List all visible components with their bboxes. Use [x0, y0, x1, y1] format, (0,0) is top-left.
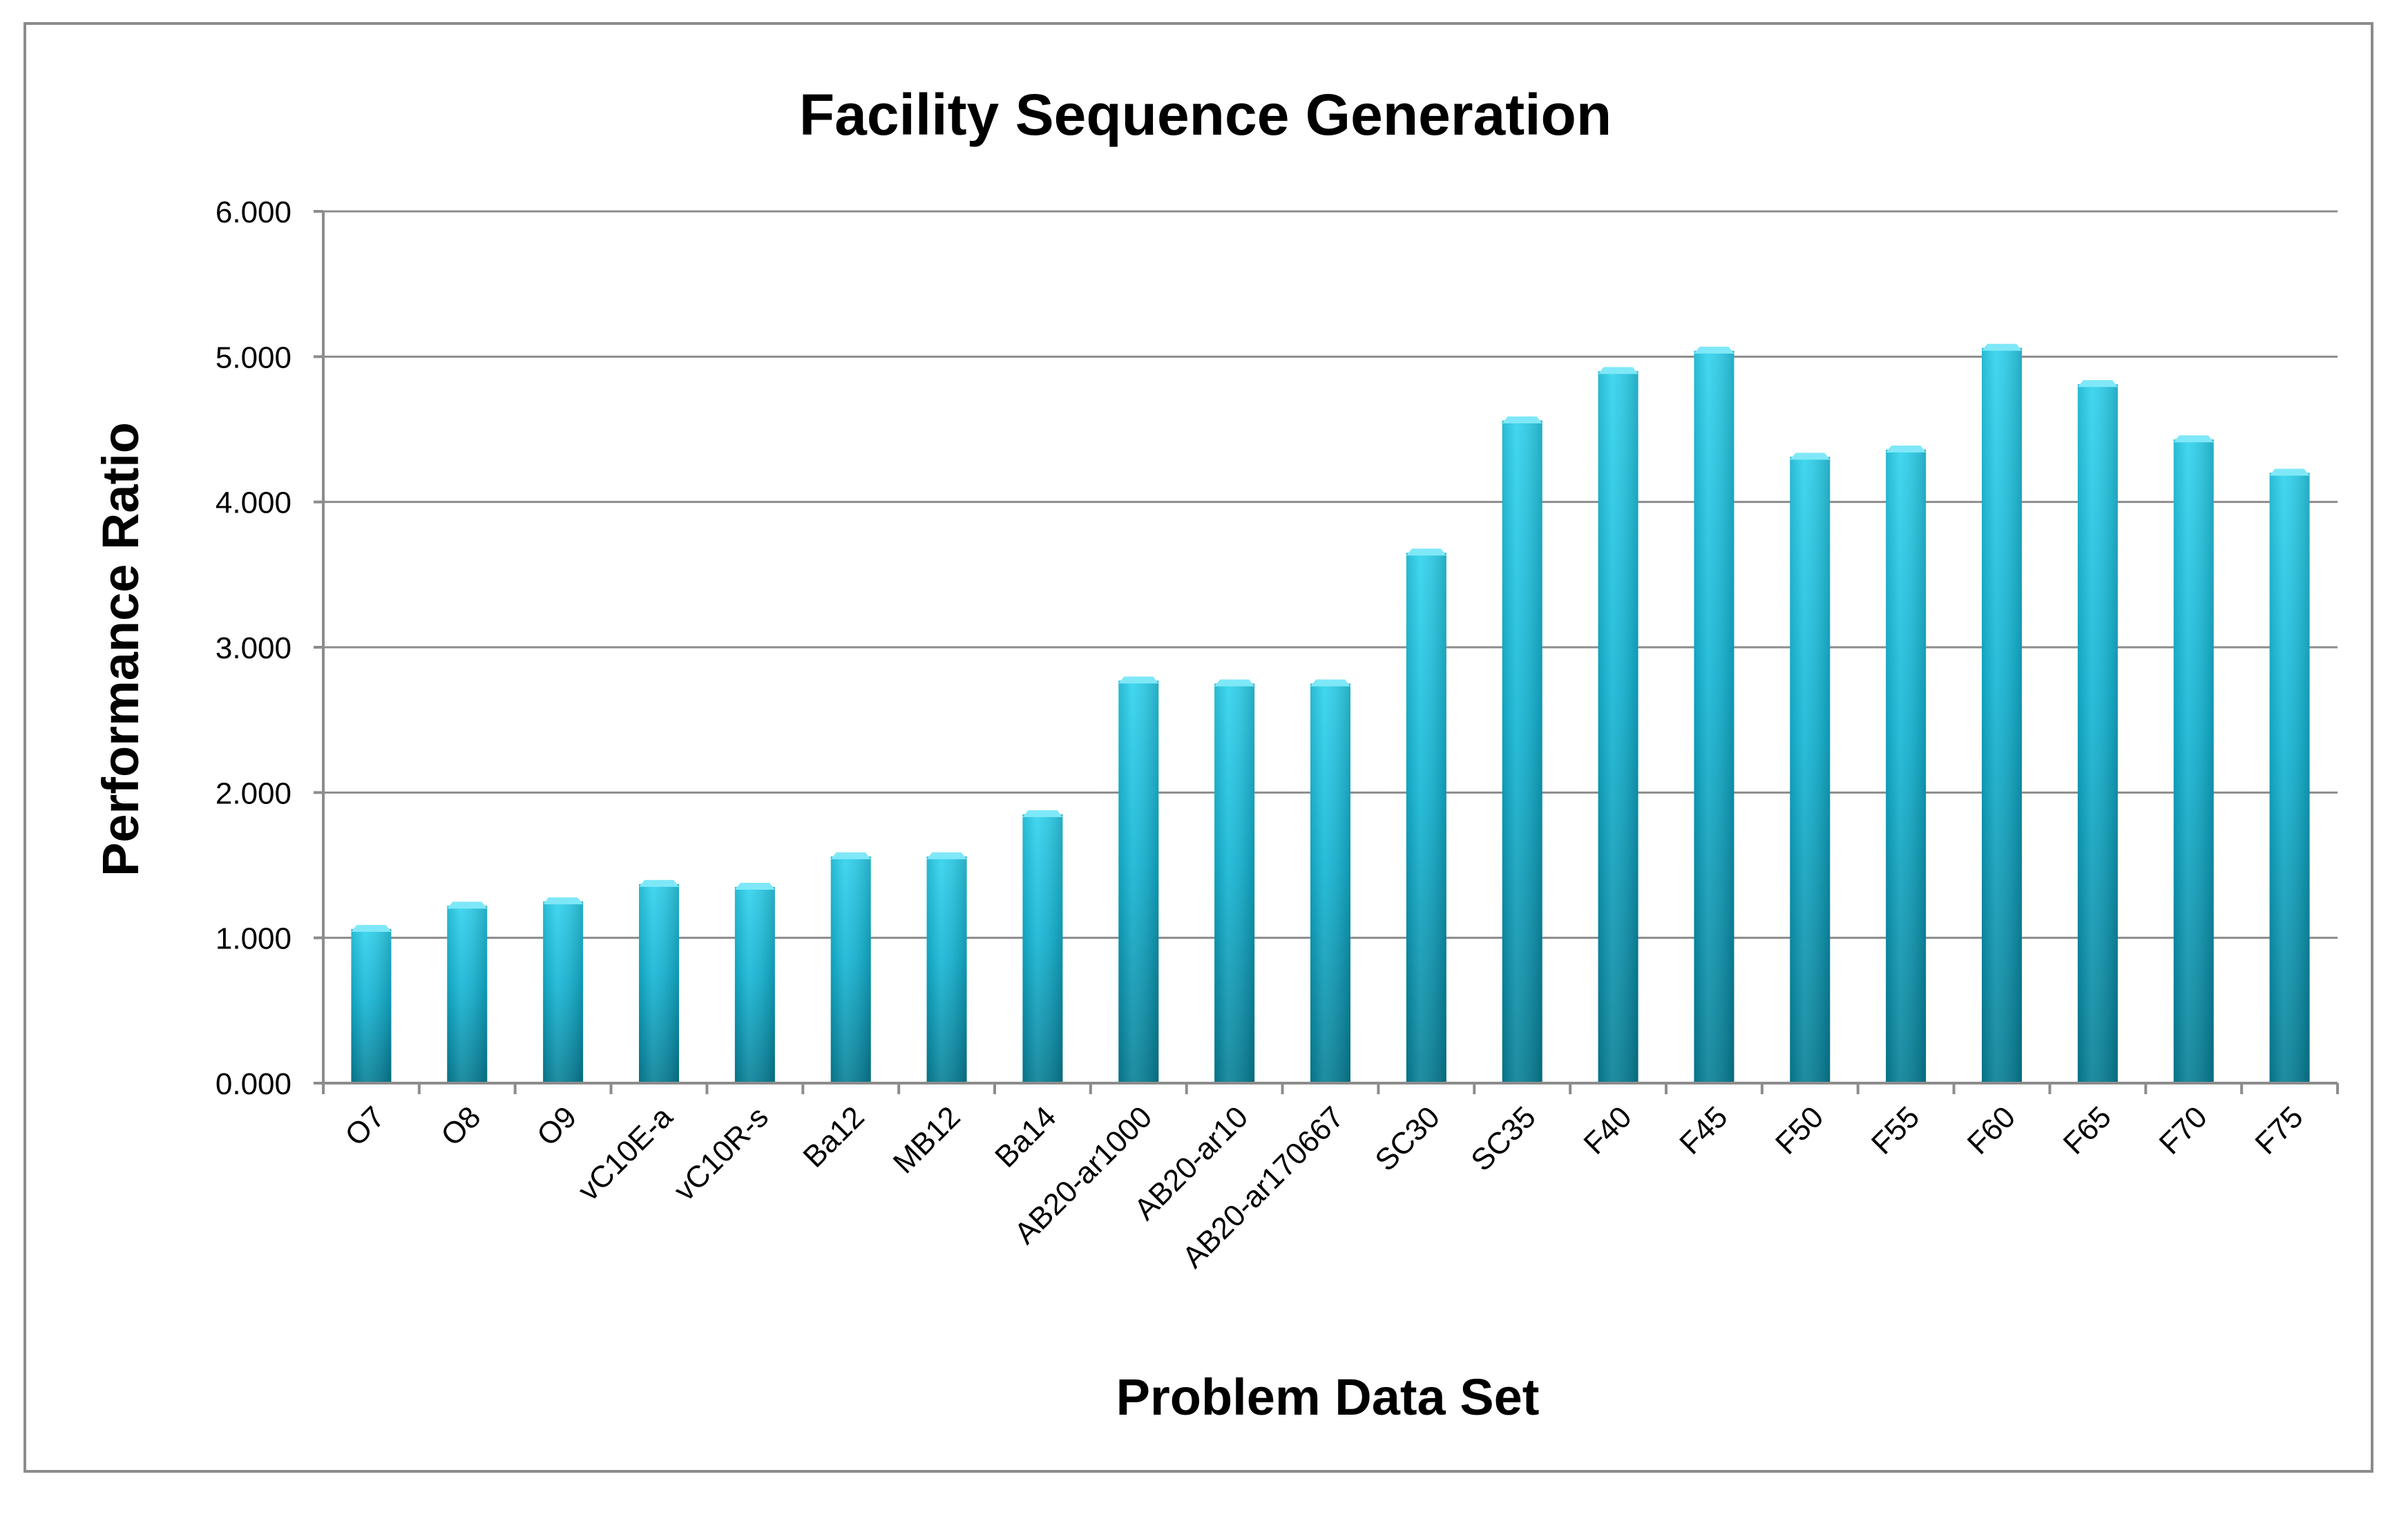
- bar: [447, 901, 488, 1083]
- x-tick-label: F75: [2248, 1100, 2309, 1160]
- bar-shading: [1598, 371, 1638, 1083]
- x-tick-label: F70: [2153, 1100, 2214, 1160]
- bar-shading: [351, 929, 392, 1083]
- x-tick-label: F60: [1961, 1100, 2022, 1160]
- bar-cap: [734, 883, 775, 890]
- bar: [1886, 445, 1927, 1083]
- x-tick-label: AB20-ar170667: [1176, 1100, 1350, 1274]
- bar: [1982, 343, 2022, 1083]
- bar-cap: [1310, 679, 1350, 687]
- bar-shading: [1022, 814, 1063, 1083]
- bar-shading: [1214, 683, 1255, 1083]
- y-axis-ticks: 0.000 1.000 2.000 3.000 4.000 5.000 6.000: [216, 195, 323, 1101]
- bar-shading: [1982, 347, 2022, 1083]
- x-tick-label: F50: [1769, 1100, 1830, 1160]
- axes: [322, 211, 2338, 1085]
- bar-cap: [1022, 810, 1063, 817]
- bar-cap: [1694, 346, 1735, 354]
- bar-cap: [351, 925, 392, 933]
- bar: [1118, 676, 1159, 1083]
- x-tick-label: O8: [434, 1100, 487, 1152]
- x-tick-label: O7: [338, 1100, 391, 1152]
- x-tick-label: F40: [1577, 1100, 1638, 1160]
- x-tick-label: F45: [1673, 1100, 1734, 1160]
- bar-shading: [1310, 683, 1350, 1083]
- bar-cap: [1502, 416, 1542, 423]
- bar-cap: [2269, 468, 2310, 476]
- bar: [926, 852, 967, 1083]
- bar-shading: [1406, 553, 1446, 1083]
- y-tick-label: 0.000: [216, 1067, 292, 1101]
- bar-cap: [1886, 445, 1927, 452]
- x-tick-label: MB12: [887, 1100, 967, 1180]
- bars: [351, 343, 2310, 1083]
- x-axis-title: Problem Data Set: [1116, 1368, 1540, 1426]
- bar-shading: [2269, 472, 2310, 1083]
- bar-shading: [830, 856, 871, 1083]
- bar: [1214, 679, 1255, 1083]
- bar: [1790, 452, 1831, 1083]
- x-tick-label: F55: [1865, 1100, 1926, 1160]
- bar-shading: [2077, 384, 2118, 1083]
- bar: [1406, 548, 1446, 1083]
- x-tick-label: O9: [531, 1100, 583, 1152]
- bar-cap: [1214, 679, 1255, 687]
- x-tick-label: Ba12: [796, 1100, 870, 1174]
- x-tick-label: SC35: [1464, 1100, 1542, 1177]
- y-tick-label: 2.000: [216, 776, 292, 810]
- bar: [830, 852, 871, 1083]
- bar-shading: [1694, 350, 1735, 1083]
- y-axis-title: Performance Ratio: [92, 422, 149, 877]
- y-tick-label: 4.000: [216, 486, 292, 520]
- bar-shading: [447, 906, 488, 1083]
- y-tick-label: 5.000: [216, 341, 292, 374]
- x-tick-label: SC30: [1368, 1100, 1446, 1177]
- bar-cap: [830, 852, 871, 859]
- y-tick-label: 3.000: [216, 631, 292, 665]
- bar-cap: [1118, 676, 1159, 684]
- bar-cap: [447, 901, 488, 909]
- y-tick-label: 1.000: [216, 922, 292, 956]
- bar: [1310, 679, 1350, 1083]
- x-tick-label: Ba14: [988, 1100, 1062, 1174]
- bar-cap: [1982, 343, 2022, 351]
- bar: [2269, 468, 2310, 1083]
- chart-title: Facility Sequence Generation: [799, 82, 1612, 147]
- bar: [351, 925, 392, 1083]
- bar-cap: [543, 897, 584, 905]
- bar-cap: [639, 879, 679, 887]
- bar-shading: [1118, 680, 1159, 1083]
- bar-cap: [2173, 435, 2214, 443]
- bar-cap: [2077, 380, 2118, 388]
- bar: [1502, 416, 1542, 1083]
- x-tick-label: vC10E-a: [571, 1100, 679, 1207]
- bar: [543, 897, 584, 1083]
- bar-shading: [926, 856, 967, 1083]
- x-tick-label: vC10R-s: [667, 1100, 775, 1207]
- bar: [639, 879, 679, 1083]
- bar: [2173, 435, 2214, 1083]
- bar-cap: [926, 852, 967, 859]
- bar: [734, 883, 775, 1083]
- bar: [1694, 346, 1735, 1083]
- bar: [1022, 810, 1063, 1083]
- bar-shading: [734, 887, 775, 1083]
- bar-cap: [1406, 548, 1446, 556]
- x-tick-label: F65: [2057, 1100, 2118, 1160]
- bar-shading: [1790, 457, 1831, 1083]
- bar: [1598, 367, 1638, 1083]
- bar-shading: [1502, 420, 1542, 1083]
- bar-shading: [543, 901, 584, 1083]
- bar-shading: [639, 883, 679, 1083]
- bar: [2077, 380, 2118, 1083]
- bar-shading: [1886, 449, 1927, 1083]
- bar-cap: [1598, 367, 1638, 374]
- bar-cap: [1790, 452, 1831, 460]
- y-tick-label: 6.000: [216, 195, 292, 229]
- bar-shading: [2173, 439, 2214, 1083]
